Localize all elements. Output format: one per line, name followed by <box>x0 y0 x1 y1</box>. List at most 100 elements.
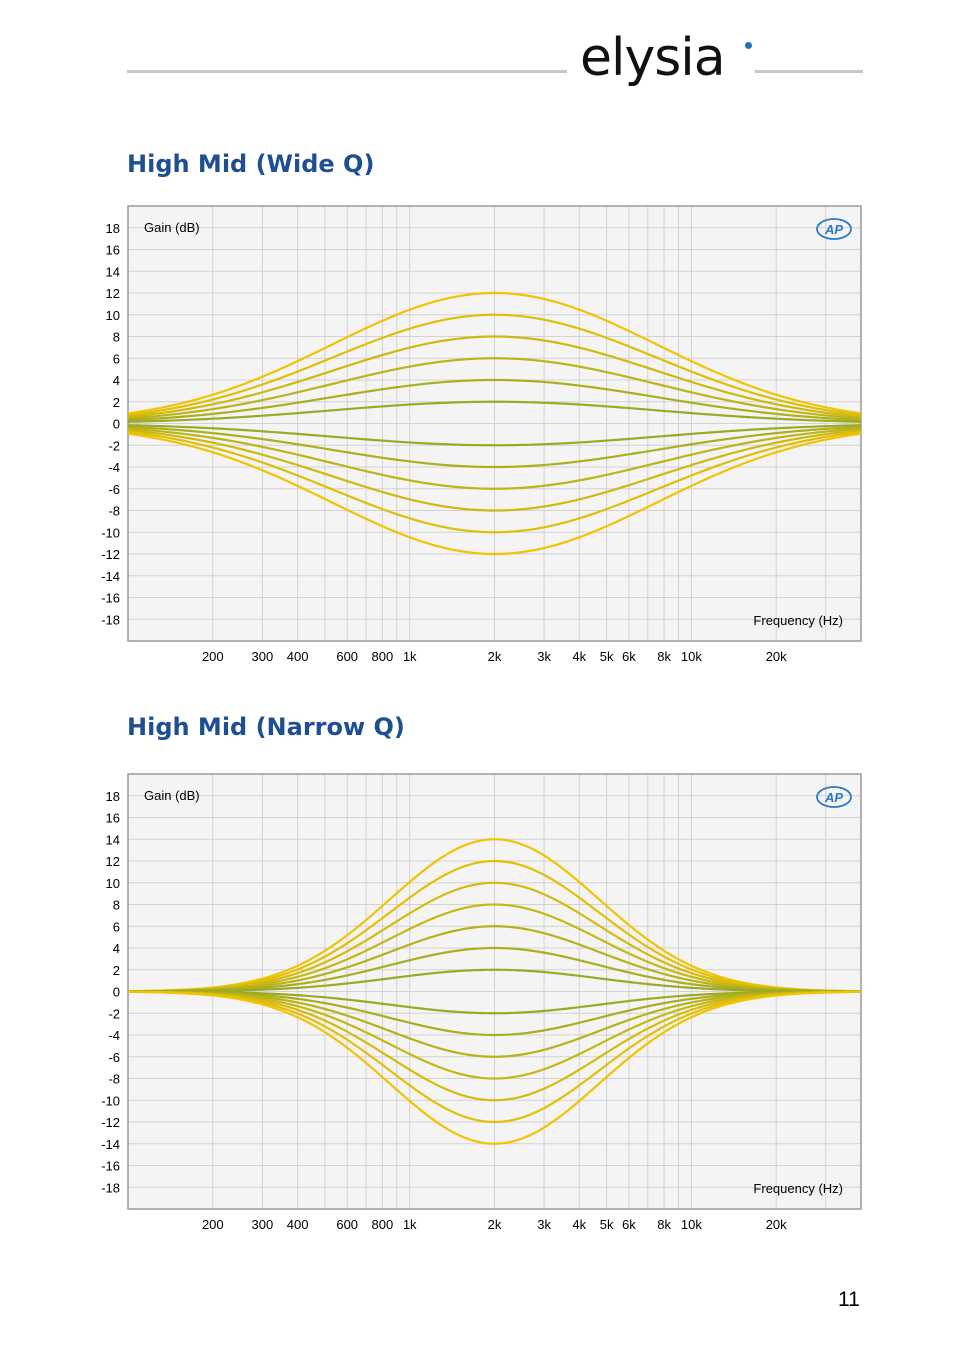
y-tick-label: -8 <box>108 504 120 519</box>
chart-wide-q: 18 16 14 12 10 8 6 4 2 0 -2 -4 -6 -8 -10 -12 -14 -16 -18 20… <box>80 195 880 665</box>
y-axis-title: Gain (dB) <box>144 788 200 803</box>
y-tick-label: 8 <box>113 330 120 345</box>
y-tick-label: -16 <box>101 1159 120 1174</box>
x-axis-title: Frequency (Hz) <box>753 1181 843 1196</box>
section-title-narrow-q: High Mid (Narrow Q) <box>127 713 405 741</box>
y-tick-label: 12 <box>106 286 120 301</box>
y-tick-label: 2 <box>113 963 120 978</box>
x-tick-label: 20k <box>766 1217 787 1232</box>
chart-svg: 18 16 14 12 10 8 6 4 2 0 -2 -4 -6 -8 -10 -12 -14 -16 -18 20… <box>101 205 862 664</box>
x-tick-label: 3k <box>537 649 551 664</box>
elysia-logo: elysia <box>580 28 726 88</box>
ap-logo-icon: AP <box>816 218 852 240</box>
ap-logo-text: AP <box>824 790 843 805</box>
y-tick-label: 14 <box>106 264 120 279</box>
x-tick-label: 800 <box>372 649 394 664</box>
y-tick-label: -8 <box>108 1072 120 1087</box>
x-tick-label: 1k <box>403 1217 417 1232</box>
y-tick-label: 6 <box>113 351 120 366</box>
response-curve <box>128 968 861 993</box>
x-tick-label: 5k <box>600 1217 614 1232</box>
x-tick-label: 4k <box>572 1217 586 1232</box>
x-tick-label: 200 <box>202 1217 224 1232</box>
y-tick-label: -12 <box>101 1115 120 1130</box>
response-curve <box>128 335 861 418</box>
ap-logo-text: AP <box>824 222 843 237</box>
y-tick-label: 16 <box>106 811 120 826</box>
y-tick-label: 12 <box>106 854 120 869</box>
y-tick-label: 6 <box>113 919 120 934</box>
y-tick-label: 4 <box>113 941 120 956</box>
x-axis-title: Frequency (Hz) <box>753 613 843 628</box>
y-tick-label: -18 <box>101 1180 120 1195</box>
response-curve <box>128 424 861 447</box>
x-tick-label: 8k <box>657 649 671 664</box>
header-rule-right <box>755 70 863 73</box>
y-tick-label: -14 <box>101 1137 120 1152</box>
y-tick-label: 18 <box>106 789 120 804</box>
header-rule-left <box>127 70 567 73</box>
y-tick-label: -14 <box>101 569 120 584</box>
x-tick-label: 200 <box>202 649 224 664</box>
x-tick-label: 20k <box>766 649 787 664</box>
section-title-wide-q: High Mid (Wide Q) <box>127 150 375 178</box>
response-curve <box>128 400 861 423</box>
response-curve <box>128 859 861 993</box>
x-tick-label: 400 <box>287 1217 309 1232</box>
x-tick-label: 5k <box>600 649 614 664</box>
page-number: 11 <box>838 1288 860 1311</box>
y-tick-label: -6 <box>108 1050 120 1065</box>
x-tick-label: 400 <box>287 649 309 664</box>
response-curve <box>128 990 861 1145</box>
response-curve <box>128 990 861 1015</box>
y-tick-label: -12 <box>101 547 120 562</box>
x-tick-label: 600 <box>336 649 358 664</box>
y-tick-label: -2 <box>108 438 120 453</box>
response-curve <box>128 432 861 556</box>
grid <box>128 206 861 641</box>
y-tick-label: 16 <box>106 243 120 258</box>
x-tick-label: 1k <box>403 649 417 664</box>
x-tick-label: 3k <box>537 1217 551 1232</box>
y-tick-label: -10 <box>101 525 120 540</box>
logo-dot-icon <box>745 42 752 49</box>
y-tick-label: 0 <box>113 417 120 432</box>
x-tick-label: 4k <box>572 649 586 664</box>
response-curve <box>128 990 861 1080</box>
y-tick-label: 4 <box>113 373 120 388</box>
response-curve <box>128 838 861 993</box>
x-tick-label: 2k <box>488 649 502 664</box>
x-tick-label: 300 <box>252 1217 274 1232</box>
chart-svg: 18 16 14 12 10 8 6 4 2 0 -2 -4 -6 -8 -10 -12 -14 -16 -18 20… <box>101 773 862 1232</box>
y-tick-label: -6 <box>108 482 120 497</box>
x-tick-label: 300 <box>252 649 274 664</box>
y-tick-label: 2 <box>113 395 120 410</box>
response-curve <box>128 427 861 490</box>
y-tick-label: -4 <box>108 460 120 475</box>
response-curve <box>128 990 861 1102</box>
plot-border <box>127 205 862 642</box>
response-curve <box>128 881 861 993</box>
x-tick-label: 6k <box>622 649 636 664</box>
response-curve <box>128 313 861 417</box>
y-tick-label: -4 <box>108 1028 120 1043</box>
curves <box>128 291 861 556</box>
y-tick-label: 18 <box>106 221 120 236</box>
x-tick-label: 6k <box>622 1217 636 1232</box>
y-tick-label: 10 <box>106 876 120 891</box>
y-tick-label: 10 <box>106 308 120 323</box>
response-curve <box>128 357 861 420</box>
curves <box>128 838 861 1145</box>
response-curve <box>128 990 861 1124</box>
x-tick-label: 8k <box>657 1217 671 1232</box>
y-tick-label: 14 <box>106 832 120 847</box>
chart-narrow-q: 18 16 14 12 10 8 6 4 2 0 -2 -4 -6 -8 -10 -12 -14 -16 -18 20… <box>80 763 880 1233</box>
x-tick-label: 10k <box>681 1217 702 1232</box>
x-tick-label: 600 <box>336 1217 358 1232</box>
y-tick-label: -16 <box>101 591 120 606</box>
y-tick-label: 8 <box>113 898 120 913</box>
response-curve <box>128 291 861 415</box>
y-tick-label: -10 <box>101 1093 120 1108</box>
y-tick-label: 0 <box>113 985 120 1000</box>
x-tick-label: 800 <box>372 1217 394 1232</box>
